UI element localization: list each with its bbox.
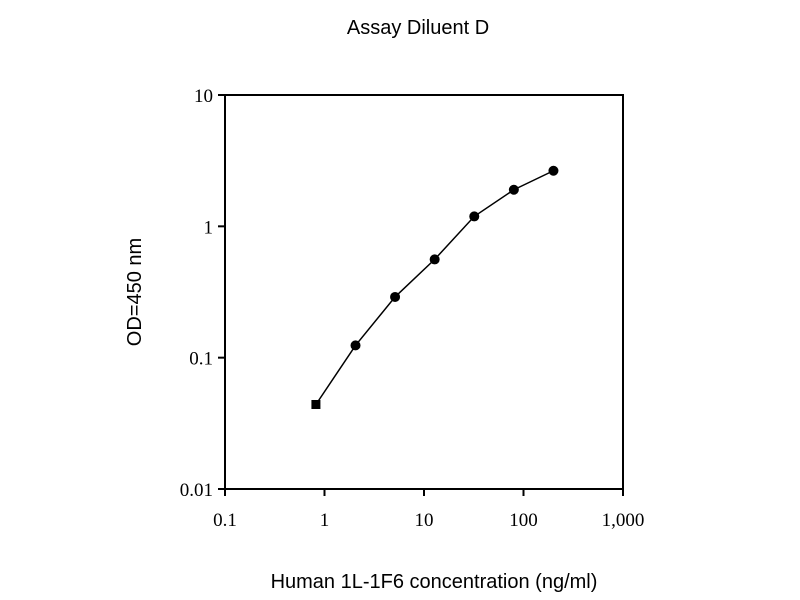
data-series [311,165,559,409]
plot-area [224,94,624,490]
x-tick-label: 10 [415,510,434,531]
x-axis-label: Human 1L-1F6 concentration (ng/ml) [271,571,598,593]
data-point [469,211,480,222]
x-tick-label: 100 [509,510,538,531]
y-tick-label: 0.1 [189,349,213,370]
y-tick-label: 10 [194,86,213,107]
x-tick-label: 1,000 [602,510,645,531]
chart-title: Assay Diluent D [347,17,489,39]
y-tick-label: 0.01 [180,480,213,501]
y-tick-label: 1 [204,217,214,238]
data-point [508,184,519,195]
x-tick-label: 0.1 [213,510,237,531]
data-point [311,399,321,409]
series-line [315,170,554,405]
y-axis: 0.01 0.1 1 10 [180,86,225,501]
x-axis: 0.1 1 10 100 1,000 [213,489,644,531]
y-axis-label: OD=450 nm [124,238,146,346]
data-point [429,254,440,265]
data-point [390,291,401,302]
data-point [548,165,559,176]
data-point [350,340,361,351]
x-tick-label: 1 [320,510,330,531]
